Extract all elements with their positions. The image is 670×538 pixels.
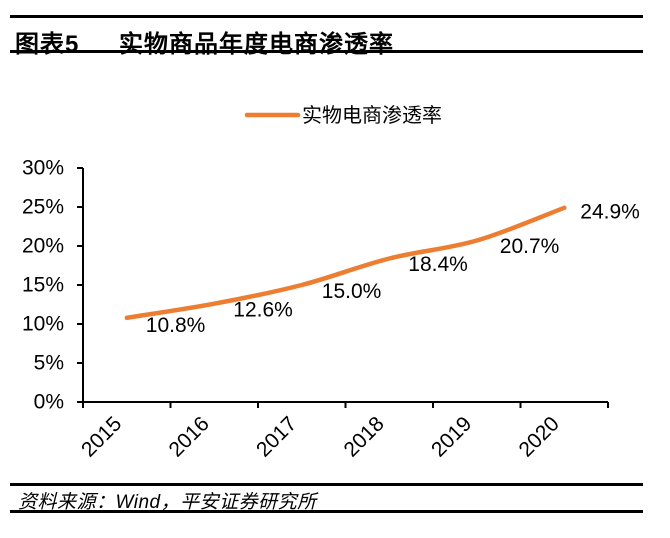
footer-top-rule <box>10 483 643 486</box>
x-axis-label: 2015 <box>77 412 126 461</box>
source-note: 资料来源：Wind，平安证券研究所 <box>18 492 317 513</box>
y-tick-label: 20% <box>22 235 64 258</box>
data-label: 12.6% <box>233 299 293 322</box>
y-tick-label: 30% <box>22 157 64 180</box>
figure-title-text: 实物商品年度电商渗透率 <box>119 31 394 58</box>
y-tick-label: 25% <box>22 196 64 219</box>
data-label: 10.8% <box>146 314 206 337</box>
header-bottom-rule <box>10 50 643 53</box>
y-tick-label: 5% <box>34 352 64 375</box>
data-label: 15.0% <box>322 280 382 303</box>
x-axis-label: 2019 <box>427 412 476 461</box>
series-line <box>124 205 567 321</box>
x-axis-label: 2016 <box>165 412 214 461</box>
figure-header: 图表5 实物商品年度电商渗透率 <box>0 24 670 58</box>
x-axis-label: 2017 <box>252 412 301 461</box>
data-label: 24.9% <box>580 200 640 223</box>
y-tick-label: 0% <box>34 391 64 414</box>
x-axis-label: 2020 <box>515 412 564 461</box>
y-tick-label: 15% <box>22 274 64 297</box>
legend-label: 实物电商渗透率 <box>302 104 442 127</box>
x-axis-label: 2018 <box>340 412 389 461</box>
footer-bottom-rule <box>10 510 643 513</box>
data-label: 20.7% <box>500 235 560 258</box>
data-label: 18.4% <box>408 253 468 276</box>
header-top-rule <box>10 15 643 18</box>
figure-label: 图表5 <box>15 31 80 58</box>
y-tick-label: 10% <box>22 313 64 336</box>
